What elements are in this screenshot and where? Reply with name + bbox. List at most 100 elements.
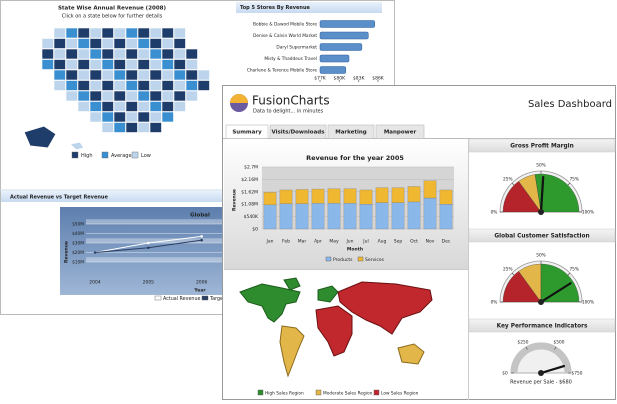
state[interactable]: [149, 59, 162, 70]
state[interactable]: [125, 27, 138, 39]
state[interactable]: [149, 90, 162, 102]
state[interactable]: [65, 38, 78, 49]
state[interactable]: [173, 69, 186, 81]
state[interactable]: [137, 90, 150, 102]
state[interactable]: [137, 122, 150, 133]
state[interactable]: [113, 48, 126, 60]
state[interactable]: [149, 101, 162, 112]
tab-label[interactable]: Summary: [232, 130, 262, 136]
state[interactable]: [77, 38, 90, 49]
state[interactable]: [101, 27, 114, 39]
state[interactable]: [89, 69, 102, 81]
state[interactable]: [65, 90, 78, 102]
state[interactable]: [113, 69, 126, 81]
state[interactable]: [53, 48, 66, 60]
state[interactable]: [101, 38, 114, 49]
state[interactable]: [161, 101, 174, 112]
state[interactable]: [137, 27, 150, 39]
state[interactable]: [149, 48, 162, 60]
state[interactable]: [65, 80, 78, 91]
state[interactable]: [185, 69, 198, 81]
state[interactable]: [149, 80, 162, 91]
state[interactable]: [113, 27, 126, 39]
tab[interactable]: [375, 124, 425, 139]
state[interactable]: [197, 80, 210, 91]
state[interactable]: [161, 111, 174, 123]
state[interactable]: [125, 69, 138, 81]
state[interactable]: [113, 90, 126, 102]
state[interactable]: [77, 27, 90, 39]
state[interactable]: [89, 48, 102, 60]
tab-label[interactable]: Marketing: [335, 130, 367, 136]
state[interactable]: [101, 48, 114, 60]
state[interactable]: [149, 69, 162, 81]
state[interactable]: [125, 101, 138, 112]
state[interactable]: [89, 27, 102, 39]
tab-label[interactable]: Visits/Downloads: [271, 130, 325, 136]
state[interactable]: [185, 90, 198, 102]
state[interactable]: [53, 80, 66, 91]
state[interactable]: [41, 38, 54, 49]
state[interactable]: [125, 111, 138, 123]
state[interactable]: [161, 69, 174, 81]
state[interactable]: [149, 111, 162, 123]
state[interactable]: [77, 59, 90, 70]
state[interactable]: [137, 59, 150, 70]
state[interactable]: [173, 59, 186, 70]
state[interactable]: [53, 27, 66, 39]
state[interactable]: [101, 90, 114, 102]
state[interactable]: [101, 69, 114, 81]
state[interactable]: [113, 59, 126, 70]
state[interactable]: [65, 59, 78, 70]
state[interactable]: [65, 48, 78, 60]
state[interactable]: [113, 38, 126, 49]
state[interactable]: [137, 101, 150, 112]
state[interactable]: [89, 80, 102, 91]
tab-label[interactable]: Manpower: [384, 130, 417, 136]
state[interactable]: [137, 111, 150, 123]
state[interactable]: [173, 90, 186, 102]
state[interactable]: [125, 90, 138, 102]
tab[interactable]: [225, 124, 269, 139]
state[interactable]: [125, 59, 138, 70]
tab[interactable]: [269, 124, 327, 139]
state[interactable]: [173, 48, 186, 60]
state[interactable]: [161, 90, 174, 102]
state[interactable]: [125, 122, 138, 133]
state[interactable]: [65, 27, 78, 39]
state[interactable]: [185, 59, 198, 70]
state[interactable]: [173, 101, 186, 112]
state[interactable]: [77, 69, 90, 81]
state[interactable]: [113, 80, 126, 91]
state[interactable]: [89, 90, 102, 102]
state[interactable]: [101, 59, 114, 70]
state[interactable]: [89, 111, 102, 123]
state[interactable]: [41, 48, 54, 60]
state[interactable]: [161, 80, 174, 91]
state[interactable]: [137, 69, 150, 81]
state[interactable]: [185, 80, 198, 91]
state[interactable]: [113, 101, 126, 112]
state[interactable]: [197, 69, 210, 81]
state[interactable]: [185, 48, 198, 60]
state[interactable]: [125, 80, 138, 91]
state[interactable]: [101, 111, 114, 123]
tab[interactable]: [327, 124, 375, 139]
state[interactable]: [113, 122, 126, 133]
state[interactable]: [101, 101, 114, 112]
state[interactable]: [149, 27, 162, 39]
state[interactable]: [77, 80, 90, 91]
state[interactable]: [89, 59, 102, 70]
state[interactable]: [41, 59, 54, 70]
state[interactable]: [125, 48, 138, 60]
state[interactable]: [101, 80, 114, 91]
state[interactable]: [77, 48, 90, 60]
state[interactable]: [161, 48, 174, 60]
state[interactable]: [149, 38, 162, 49]
state[interactable]: [137, 48, 150, 60]
state[interactable]: [68, 141, 85, 151]
state[interactable]: [137, 80, 150, 91]
state[interactable]: [173, 38, 186, 49]
state[interactable]: [77, 101, 90, 112]
state[interactable]: [173, 27, 186, 39]
